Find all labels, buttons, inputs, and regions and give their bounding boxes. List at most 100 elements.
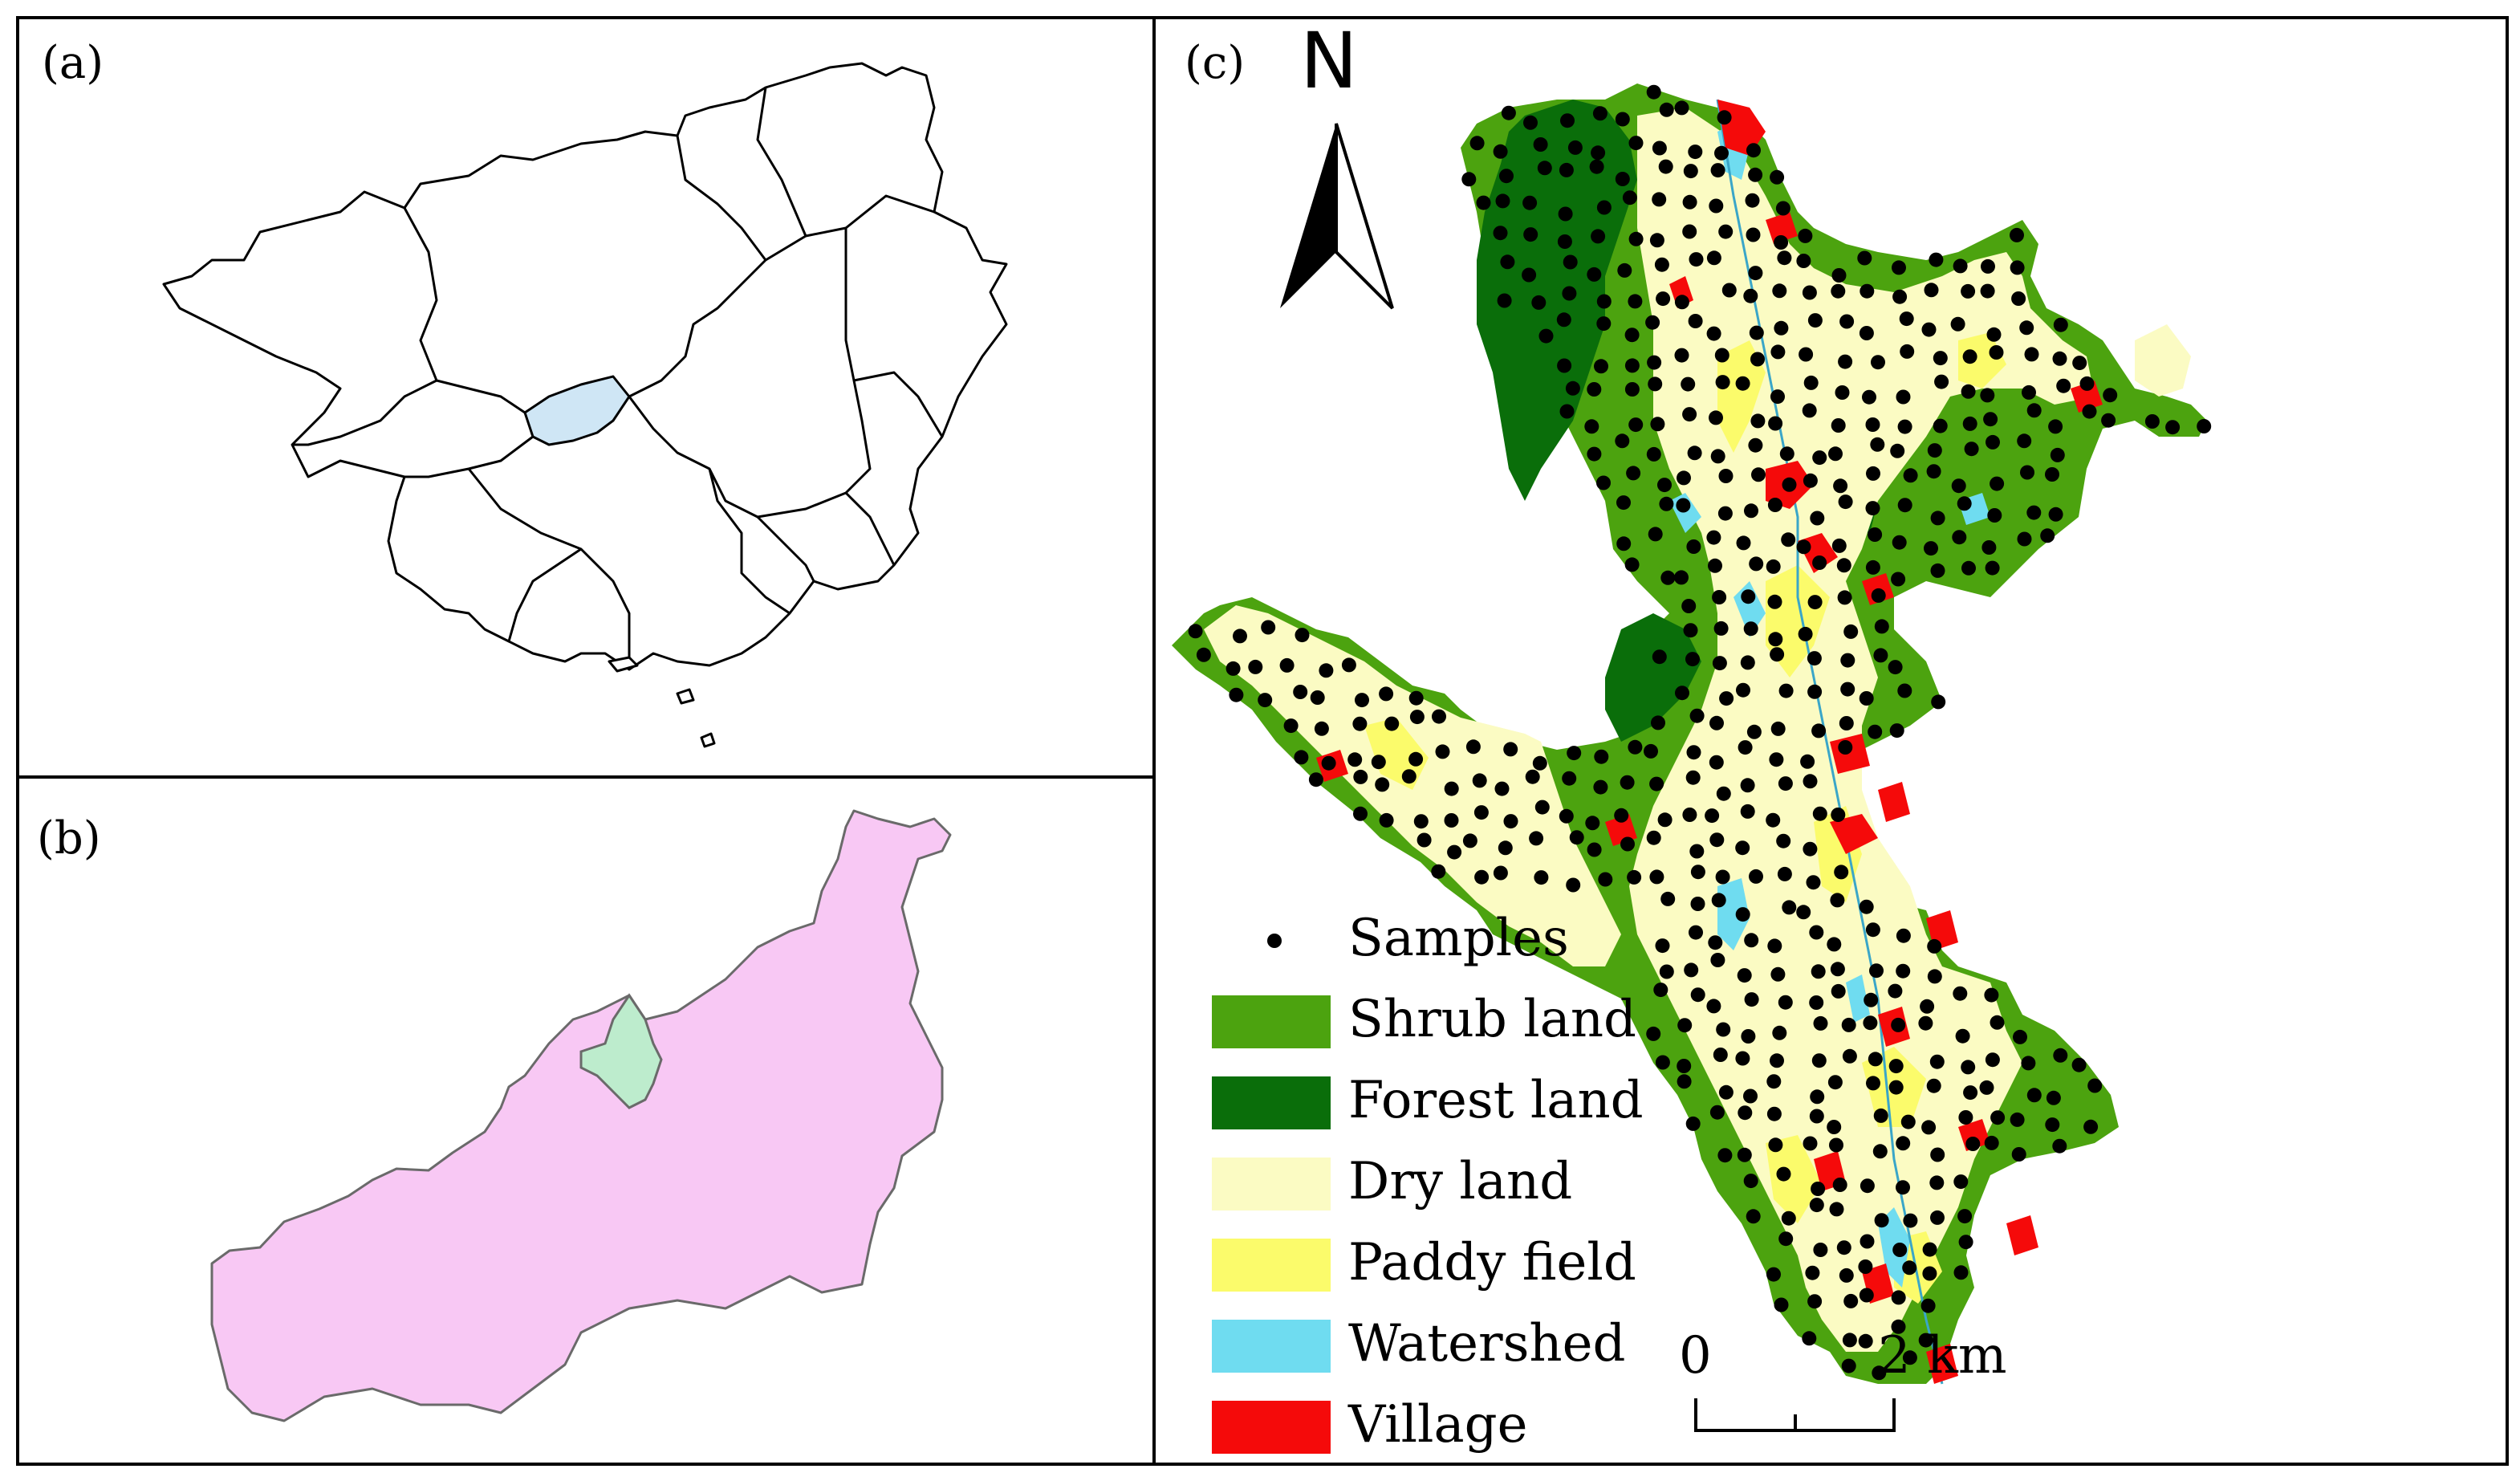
sample-point xyxy=(2010,1112,2025,1127)
sample-point xyxy=(1865,559,1880,575)
sample-point xyxy=(1716,786,1731,801)
sample-point xyxy=(1681,376,1696,392)
sample-point xyxy=(1523,227,1538,242)
sample-point xyxy=(1500,254,1515,270)
sample-point xyxy=(1927,443,1942,458)
sample-point xyxy=(1809,925,1824,940)
sample-point xyxy=(1261,620,1276,635)
sample-point xyxy=(1682,224,1697,239)
sample-point xyxy=(1779,446,1794,462)
sample-point xyxy=(2072,356,2087,371)
sample-point xyxy=(1782,900,1797,915)
sample-point xyxy=(1409,710,1425,725)
sample-point xyxy=(1532,755,1547,771)
sample-point xyxy=(1615,172,1630,186)
sample-point xyxy=(1591,229,1606,244)
sample-point xyxy=(1873,648,1888,663)
sample-point xyxy=(1674,100,1689,116)
sample-point xyxy=(1770,721,1786,736)
sample-point xyxy=(1709,755,1724,770)
sample-point xyxy=(1807,684,1823,699)
sample-point xyxy=(1649,233,1664,248)
scale-bar xyxy=(1694,1398,1896,1432)
sample-point xyxy=(1706,999,1721,1014)
sample-point xyxy=(1493,226,1508,241)
sample-point xyxy=(1660,891,1676,906)
sample-point xyxy=(1569,830,1584,845)
sample-point xyxy=(1746,143,1761,158)
sample-point xyxy=(1891,572,1906,587)
sample-point xyxy=(1987,508,2002,523)
scale-start-label: 0 xyxy=(1679,1326,1712,1385)
sample-point xyxy=(1800,754,1815,769)
sample-point xyxy=(2013,1029,2027,1044)
sample-point xyxy=(1838,494,1853,510)
sample-point xyxy=(1685,652,1700,667)
sample-point xyxy=(1838,354,1853,369)
sample-point xyxy=(1748,266,1763,281)
sample-point xyxy=(1899,311,1914,327)
panel-c-label: (c) xyxy=(1185,37,1246,89)
sample-point xyxy=(1896,1136,1911,1151)
panel-b-label: (b) xyxy=(37,812,101,865)
sample-point xyxy=(2071,1057,2087,1072)
sample-point xyxy=(1868,724,1883,739)
sample-point xyxy=(1533,137,1548,152)
sample-point xyxy=(1706,530,1721,545)
sample-point xyxy=(1709,198,1724,214)
sample-point xyxy=(2053,317,2068,332)
sample-point xyxy=(1838,740,1853,755)
sample-point xyxy=(1892,289,1908,304)
sample-point xyxy=(1929,252,1944,267)
sample-point xyxy=(1892,1243,1908,1257)
sample-point xyxy=(2103,388,2118,403)
panel-c-landuse-map: (c) N xyxy=(1152,16,2509,1466)
sample-point xyxy=(1927,969,1942,984)
sample-point xyxy=(1770,1053,1784,1068)
sample-point xyxy=(1934,374,1949,389)
sample-point xyxy=(1624,382,1640,397)
sample-point xyxy=(1990,1110,2006,1125)
county-map xyxy=(210,809,952,1422)
sample-point xyxy=(1927,938,1942,954)
sample-point xyxy=(1958,1110,1973,1125)
sample-point xyxy=(1529,831,1544,846)
sample-point xyxy=(1810,1089,1825,1105)
legend-swatch-forest-land xyxy=(1212,1076,1331,1129)
sample-point xyxy=(2048,507,2063,522)
sample-point xyxy=(1985,560,2000,576)
sample-point xyxy=(1980,283,1995,299)
sample-point xyxy=(1961,1060,1976,1075)
sample-point xyxy=(1957,1209,1973,1224)
sample-point xyxy=(1891,1017,1906,1032)
sample-point xyxy=(1770,647,1785,662)
sample-point xyxy=(1743,621,1758,637)
study-county xyxy=(210,809,952,1422)
sample-point xyxy=(1839,314,1855,329)
sample-point xyxy=(1294,750,1309,765)
sample-point xyxy=(1836,1240,1851,1255)
sample-point xyxy=(1525,769,1540,784)
sample-point xyxy=(1649,869,1664,885)
sample-point xyxy=(1953,986,1968,1001)
sample-point xyxy=(1843,624,1859,639)
sample-point xyxy=(1744,992,1759,1007)
sample-point xyxy=(1594,749,1609,764)
sample-point xyxy=(1308,772,1323,787)
sample-point xyxy=(1864,992,1879,1007)
sample-point xyxy=(1683,164,1698,179)
sample-point xyxy=(2056,378,2071,393)
sample-point xyxy=(1744,933,1759,948)
sample-point xyxy=(1781,532,1796,547)
sample-point xyxy=(1796,905,1811,920)
sample-point xyxy=(1674,570,1689,585)
sample-point xyxy=(1922,1242,1937,1257)
sample-point xyxy=(1769,752,1784,767)
north-label: N xyxy=(1300,16,1358,106)
sample-point xyxy=(2020,465,2034,480)
sample-point xyxy=(1735,1051,1750,1066)
sample-point xyxy=(1735,376,1750,391)
sample-point xyxy=(1920,999,1935,1014)
sample-point xyxy=(2050,447,2065,462)
sample-point xyxy=(1659,964,1674,979)
